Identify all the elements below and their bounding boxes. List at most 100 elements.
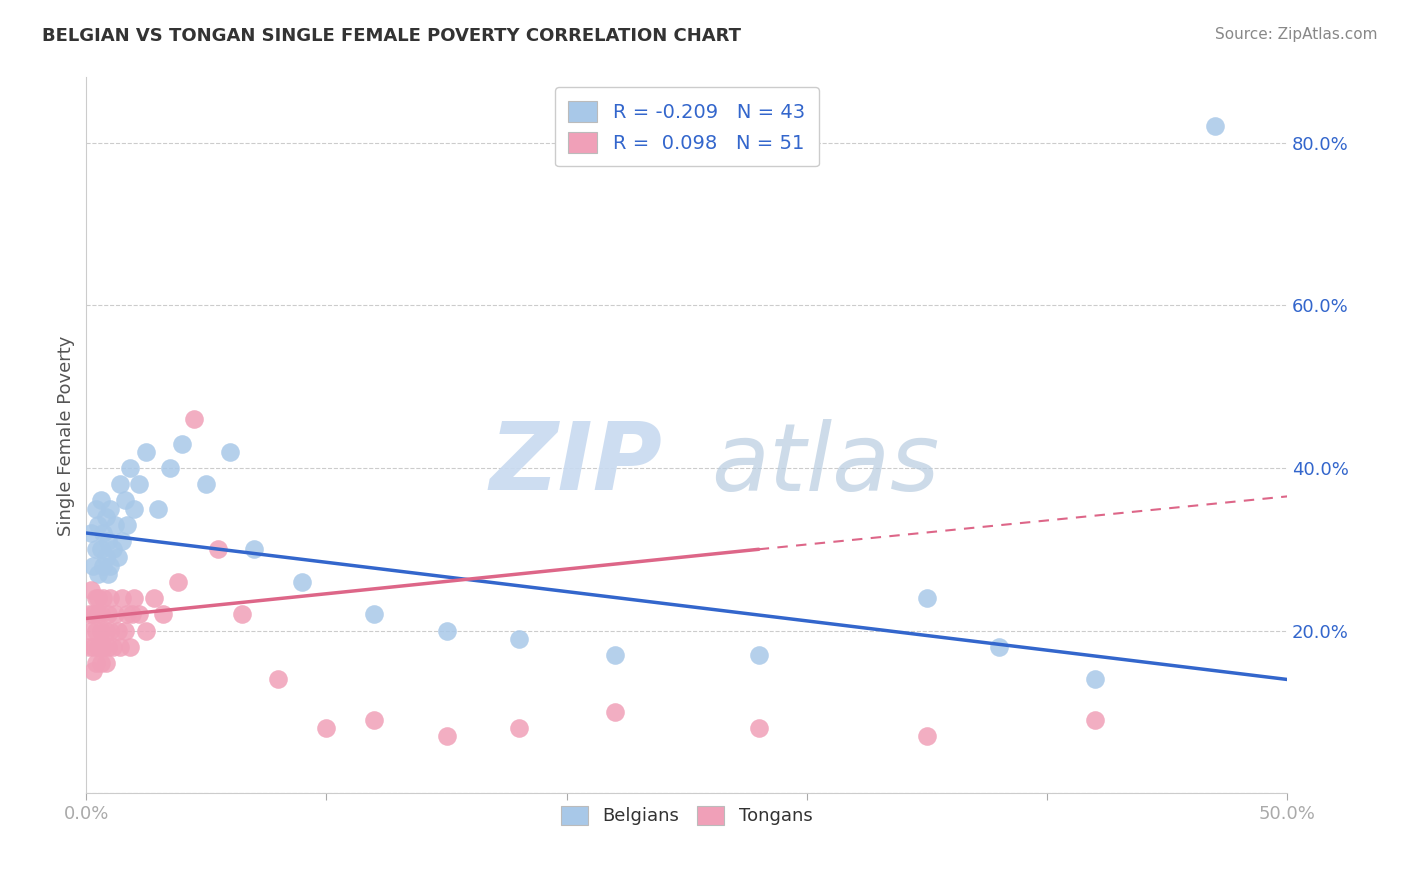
- Point: [207, 542, 229, 557]
- Point: [107, 624, 129, 638]
- Point: [748, 721, 770, 735]
- Point: [915, 730, 938, 744]
- Point: [118, 640, 141, 654]
- Point: [243, 542, 266, 557]
- Point: [115, 607, 138, 622]
- Point: [91, 591, 114, 606]
- Point: [152, 607, 174, 622]
- Point: [84, 591, 107, 606]
- Text: BELGIAN VS TONGAN SINGLE FEMALE POVERTY CORRELATION CHART: BELGIAN VS TONGAN SINGLE FEMALE POVERTY …: [42, 27, 741, 45]
- Point: [291, 574, 314, 589]
- Point: [87, 517, 110, 532]
- Point: [90, 493, 112, 508]
- Point: [97, 534, 120, 549]
- Point: [508, 632, 530, 646]
- Legend: Belgians, Tongans: Belgians, Tongans: [551, 797, 821, 834]
- Point: [111, 591, 134, 606]
- Point: [1204, 120, 1226, 134]
- Point: [98, 624, 121, 638]
- Point: [97, 607, 120, 622]
- Point: [84, 542, 107, 557]
- Point: [94, 509, 117, 524]
- Point: [77, 640, 100, 654]
- Point: [87, 591, 110, 606]
- Point: [90, 656, 112, 670]
- Point: [172, 436, 194, 450]
- Point: [107, 550, 129, 565]
- Text: atlas: atlas: [710, 418, 939, 509]
- Point: [80, 582, 103, 597]
- Point: [128, 607, 150, 622]
- Point: [91, 640, 114, 654]
- Point: [135, 444, 157, 458]
- Text: ZIP: ZIP: [489, 418, 662, 510]
- Text: Source: ZipAtlas.com: Source: ZipAtlas.com: [1215, 27, 1378, 42]
- Point: [98, 558, 121, 573]
- Point: [87, 640, 110, 654]
- Point: [436, 730, 458, 744]
- Point: [80, 624, 103, 638]
- Point: [90, 542, 112, 557]
- Point: [91, 558, 114, 573]
- Point: [159, 461, 181, 475]
- Point: [603, 705, 626, 719]
- Point: [1084, 713, 1107, 727]
- Point: [603, 648, 626, 662]
- Point: [98, 591, 121, 606]
- Point: [90, 624, 112, 638]
- Point: [118, 461, 141, 475]
- Point: [108, 640, 131, 654]
- Point: [124, 591, 146, 606]
- Point: [267, 673, 290, 687]
- Point: [114, 624, 136, 638]
- Point: [82, 607, 104, 622]
- Point: [987, 640, 1010, 654]
- Point: [166, 574, 188, 589]
- Point: [219, 444, 242, 458]
- Point: [87, 566, 110, 581]
- Point: [363, 713, 385, 727]
- Point: [111, 534, 134, 549]
- Point: [121, 607, 143, 622]
- Point: [94, 550, 117, 565]
- Point: [101, 542, 124, 557]
- Point: [231, 607, 253, 622]
- Point: [315, 721, 337, 735]
- Point: [87, 607, 110, 622]
- Point: [748, 648, 770, 662]
- Point: [82, 665, 104, 679]
- Point: [97, 640, 120, 654]
- Point: [915, 591, 938, 606]
- Point: [84, 656, 107, 670]
- Point: [148, 501, 170, 516]
- Point: [77, 607, 100, 622]
- Point: [363, 607, 385, 622]
- Point: [128, 477, 150, 491]
- Point: [104, 517, 127, 532]
- Point: [90, 607, 112, 622]
- Point: [108, 477, 131, 491]
- Point: [94, 656, 117, 670]
- Point: [101, 640, 124, 654]
- Point: [195, 477, 218, 491]
- Point: [80, 526, 103, 541]
- Point: [115, 517, 138, 532]
- Point: [114, 493, 136, 508]
- Point: [1084, 673, 1107, 687]
- Point: [98, 501, 121, 516]
- Point: [84, 501, 107, 516]
- Point: [124, 501, 146, 516]
- Point: [142, 591, 165, 606]
- Point: [82, 558, 104, 573]
- Point: [104, 607, 127, 622]
- Point: [84, 624, 107, 638]
- Point: [183, 412, 205, 426]
- Y-axis label: Single Female Poverty: Single Female Poverty: [58, 335, 75, 535]
- Point: [91, 526, 114, 541]
- Point: [82, 640, 104, 654]
- Point: [135, 624, 157, 638]
- Point: [508, 721, 530, 735]
- Point: [94, 624, 117, 638]
- Point: [436, 624, 458, 638]
- Point: [97, 566, 120, 581]
